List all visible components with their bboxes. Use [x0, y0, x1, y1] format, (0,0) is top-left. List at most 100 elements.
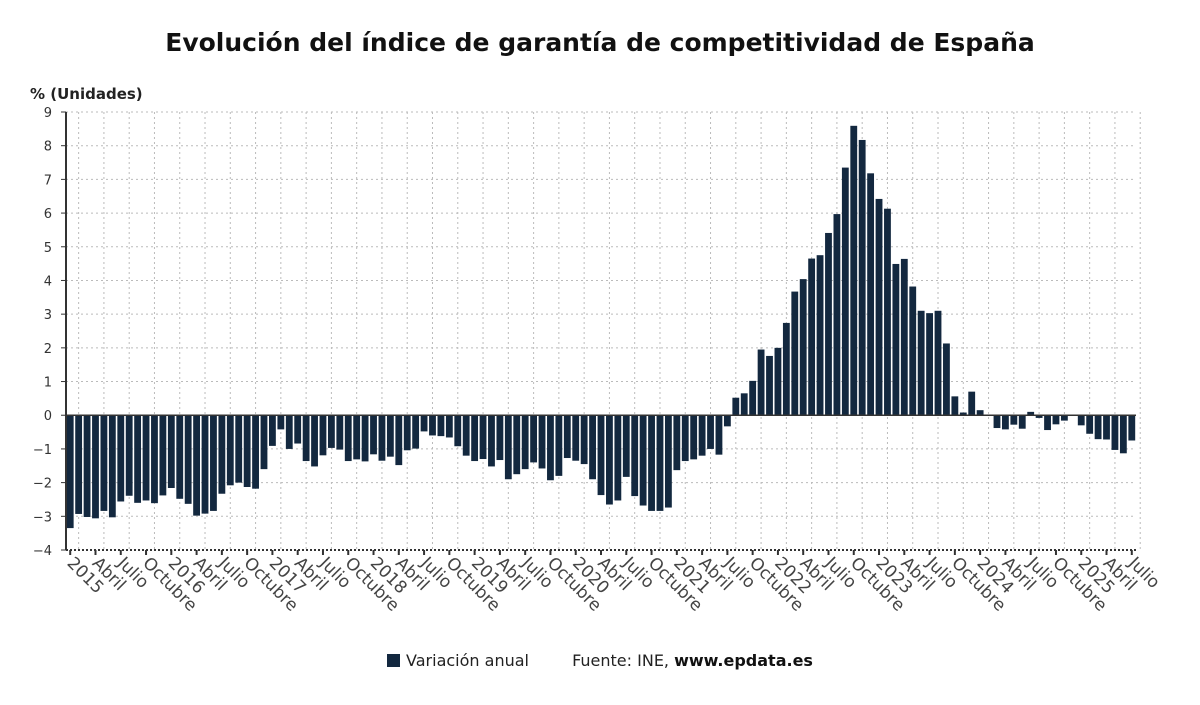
bar: [504, 415, 512, 480]
bar: [420, 415, 428, 432]
y-axis-label: % (Unidades): [30, 85, 143, 103]
bar: [547, 415, 554, 481]
bar: [808, 258, 816, 416]
y-tick-label: 3: [44, 308, 52, 323]
y-tick-label: 0: [44, 409, 52, 424]
bar: [606, 415, 613, 505]
bar: [1103, 415, 1110, 440]
bar: [900, 258, 908, 416]
bar: [454, 415, 462, 447]
bar: [934, 310, 942, 416]
bar: [1044, 415, 1051, 431]
bar: [302, 415, 310, 462]
bar: [614, 415, 622, 501]
bar: [774, 347, 782, 416]
bar: [336, 415, 344, 450]
source-site: www.epdata.es: [674, 651, 813, 670]
bar: [968, 391, 976, 416]
bar: [648, 415, 655, 511]
legend: Variación anual Fuente: INE, www.epdata.…: [0, 651, 1200, 670]
bar: [766, 355, 773, 416]
bar: [513, 415, 521, 475]
bar: [462, 415, 470, 456]
bar: [75, 415, 83, 514]
bar: [1001, 415, 1009, 430]
bar: [142, 415, 150, 501]
y-tick-label: −3: [33, 510, 52, 525]
bar: [344, 415, 352, 462]
legend-series-label: Variación anual: [406, 651, 529, 670]
bar: [698, 415, 706, 456]
bar: [1027, 411, 1035, 416]
bar: [673, 415, 681, 471]
bar: [884, 208, 891, 416]
bar: [1119, 415, 1127, 454]
bar: [1018, 415, 1026, 429]
bar: [479, 415, 487, 460]
bar: [201, 415, 209, 514]
bar: [100, 415, 108, 511]
bar: [184, 415, 192, 504]
bar: [378, 415, 386, 461]
legend-swatch: [387, 654, 401, 667]
source-prefix: Fuente: INE,: [572, 651, 675, 670]
bar: [959, 412, 967, 416]
bar: [1128, 415, 1136, 441]
bar: [1052, 415, 1060, 425]
bar: [875, 198, 883, 416]
bar: [92, 415, 99, 519]
bar: [285, 415, 293, 449]
bar: [690, 415, 698, 460]
bar: [252, 415, 259, 489]
bar: [664, 415, 672, 508]
bar: [488, 415, 495, 467]
bar: [723, 415, 731, 427]
y-tick-label: 4: [44, 274, 52, 289]
bar: [867, 173, 875, 416]
y-tick-label: −2: [33, 477, 52, 492]
chart-title: Evolución del índice de garantía de comp…: [165, 28, 1035, 57]
bar: [917, 310, 925, 416]
bar: [892, 263, 900, 416]
bar: [445, 415, 453, 438]
bar: [370, 415, 377, 455]
bar: [327, 415, 335, 448]
bar: [740, 393, 748, 416]
bar: [757, 349, 765, 416]
y-tick-label: 2: [44, 342, 52, 357]
bar: [269, 415, 276, 446]
bar: [1010, 415, 1018, 425]
y-tick-label: 1: [44, 376, 52, 391]
bar: [572, 415, 580, 461]
bar: [530, 415, 538, 463]
y-tick-label: −1: [33, 443, 52, 458]
bar: [816, 255, 824, 416]
y-tick-label: −4: [33, 544, 52, 559]
bar: [732, 397, 740, 416]
bar: [1035, 415, 1043, 418]
bar: [108, 415, 116, 518]
bar: [1086, 415, 1094, 434]
bar: [226, 415, 234, 486]
bar: [193, 415, 201, 516]
bar: [218, 415, 226, 494]
bar: [471, 415, 479, 462]
bar: [782, 322, 790, 416]
bar: [125, 415, 133, 496]
bar: [639, 415, 647, 506]
bar: [437, 415, 445, 437]
bar: [715, 415, 723, 455]
bar: [707, 415, 714, 449]
source-note: Fuente: INE, www.epdata.es: [572, 651, 813, 670]
bar: [395, 415, 403, 466]
bar: [1077, 415, 1085, 426]
bar: [403, 415, 411, 451]
y-tick-label: 7: [44, 173, 52, 188]
bar: [260, 415, 268, 470]
bar: [589, 415, 596, 480]
bar: [926, 313, 933, 416]
bar: [749, 380, 757, 416]
bar: [167, 415, 175, 489]
bar: [1094, 415, 1102, 440]
